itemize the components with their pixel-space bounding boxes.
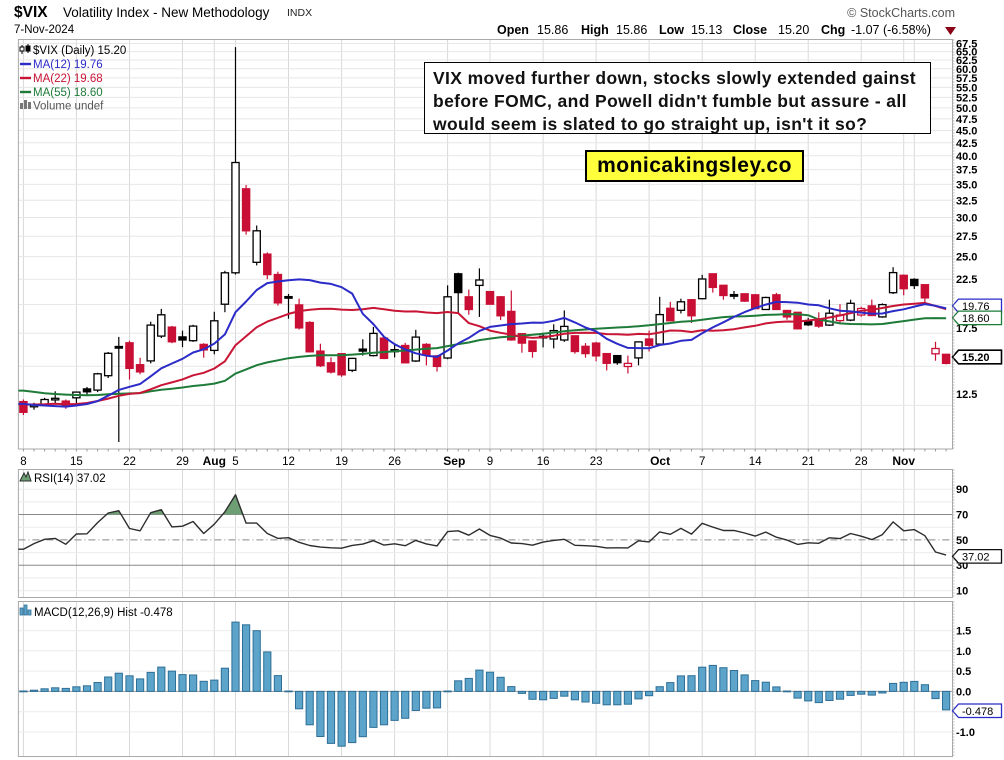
svg-text:14: 14 — [749, 456, 762, 468]
svg-text:32.5: 32.5 — [956, 195, 977, 207]
svg-text:-1.0: -1.0 — [956, 727, 975, 739]
svg-text:65.0: 65.0 — [956, 47, 977, 59]
svg-text:62.5: 62.5 — [956, 55, 977, 67]
svg-text:MACD(12,26,9) Hist -0.478: MACD(12,26,9) Hist -0.478 — [34, 607, 173, 619]
svg-text:1.0: 1.0 — [956, 646, 971, 658]
svg-text:42.5: 42.5 — [956, 138, 977, 150]
svg-text:25.0: 25.0 — [956, 252, 977, 264]
svg-text:MA(12) 19.76: MA(12) 19.76 — [33, 59, 103, 71]
svg-text:Open: Open — [497, 23, 529, 37]
svg-text:60.0: 60.0 — [956, 64, 977, 76]
svg-text:Volume undef: Volume undef — [33, 101, 104, 113]
svg-text:23: 23 — [590, 456, 603, 468]
svg-text:-1.07 (-6.58%): -1.07 (-6.58%) — [851, 23, 931, 37]
svg-text:9: 9 — [487, 456, 493, 468]
svg-text:$VIX: $VIX — [14, 4, 48, 21]
svg-text:57.5: 57.5 — [956, 73, 977, 85]
svg-text:7: 7 — [699, 456, 705, 468]
svg-text:15.86: 15.86 — [616, 23, 647, 37]
svg-text:18.60: 18.60 — [962, 313, 990, 325]
svg-text:Chg: Chg — [821, 23, 845, 37]
svg-text:16: 16 — [537, 456, 550, 468]
svg-text:17.5: 17.5 — [956, 323, 977, 335]
svg-text:8: 8 — [20, 456, 26, 468]
svg-text:© StockCharts.com: © StockCharts.com — [847, 6, 955, 20]
svg-text:MA(55) 18.60: MA(55) 18.60 — [33, 87, 103, 99]
svg-text:29: 29 — [176, 456, 189, 468]
svg-text:10: 10 — [956, 586, 968, 598]
svg-text:47.5: 47.5 — [956, 114, 977, 126]
svg-text:5: 5 — [232, 456, 238, 468]
svg-text:Volatility Index - New Methodo: Volatility Index - New Methodology — [63, 5, 270, 20]
svg-text:67.5: 67.5 — [956, 39, 977, 51]
svg-text:22.5: 22.5 — [956, 274, 977, 286]
svg-text:52.5: 52.5 — [956, 92, 977, 104]
svg-text:15.20: 15.20 — [962, 352, 990, 364]
svg-text:1.5: 1.5 — [956, 626, 971, 638]
svg-text:19: 19 — [335, 456, 348, 468]
svg-text:45.0: 45.0 — [956, 126, 977, 138]
svg-text:MA(22) 19.68: MA(22) 19.68 — [33, 73, 103, 85]
svg-text:$VIX (Daily) 15.20: $VIX (Daily) 15.20 — [33, 45, 126, 57]
svg-text:7-Nov-2024: 7-Nov-2024 — [14, 24, 75, 36]
svg-text:12: 12 — [282, 456, 295, 468]
svg-text:RSI(14) 37.02: RSI(14) 37.02 — [34, 473, 106, 485]
svg-text:15: 15 — [70, 456, 83, 468]
svg-text:Aug: Aug — [203, 454, 226, 468]
svg-text:35.0: 35.0 — [956, 179, 977, 191]
svg-text:-0.478: -0.478 — [962, 706, 993, 718]
svg-text:Oct: Oct — [650, 454, 670, 468]
svg-text:15.20: 15.20 — [778, 23, 809, 37]
svg-text:28: 28 — [855, 456, 868, 468]
svg-text:26: 26 — [388, 456, 401, 468]
svg-text:Low: Low — [659, 23, 684, 37]
svg-text:90: 90 — [956, 484, 968, 496]
svg-text:40.0: 40.0 — [956, 151, 977, 163]
svg-text:Nov: Nov — [892, 454, 915, 468]
svg-text:22: 22 — [123, 456, 136, 468]
svg-text:27.5: 27.5 — [956, 231, 977, 243]
svg-text:Sep: Sep — [443, 454, 465, 468]
svg-text:Close: Close — [733, 23, 767, 37]
svg-text:70: 70 — [956, 510, 968, 522]
svg-text:0.5: 0.5 — [956, 666, 971, 678]
svg-text:15.86: 15.86 — [537, 23, 568, 37]
svg-text:50.0: 50.0 — [956, 103, 977, 115]
svg-text:INDX: INDX — [287, 7, 312, 19]
svg-text:High: High — [581, 23, 609, 37]
svg-text:0.0: 0.0 — [956, 686, 971, 698]
svg-text:50: 50 — [956, 535, 968, 547]
svg-text:19.76: 19.76 — [962, 301, 990, 313]
svg-text:15.13: 15.13 — [691, 23, 722, 37]
svg-text:37.02: 37.02 — [962, 551, 990, 563]
svg-text:30.0: 30.0 — [956, 213, 977, 225]
svg-text:37.5: 37.5 — [956, 165, 977, 177]
svg-text:21: 21 — [802, 456, 815, 468]
svg-text:12.5: 12.5 — [956, 389, 977, 401]
svg-text:55.0: 55.0 — [956, 82, 977, 94]
